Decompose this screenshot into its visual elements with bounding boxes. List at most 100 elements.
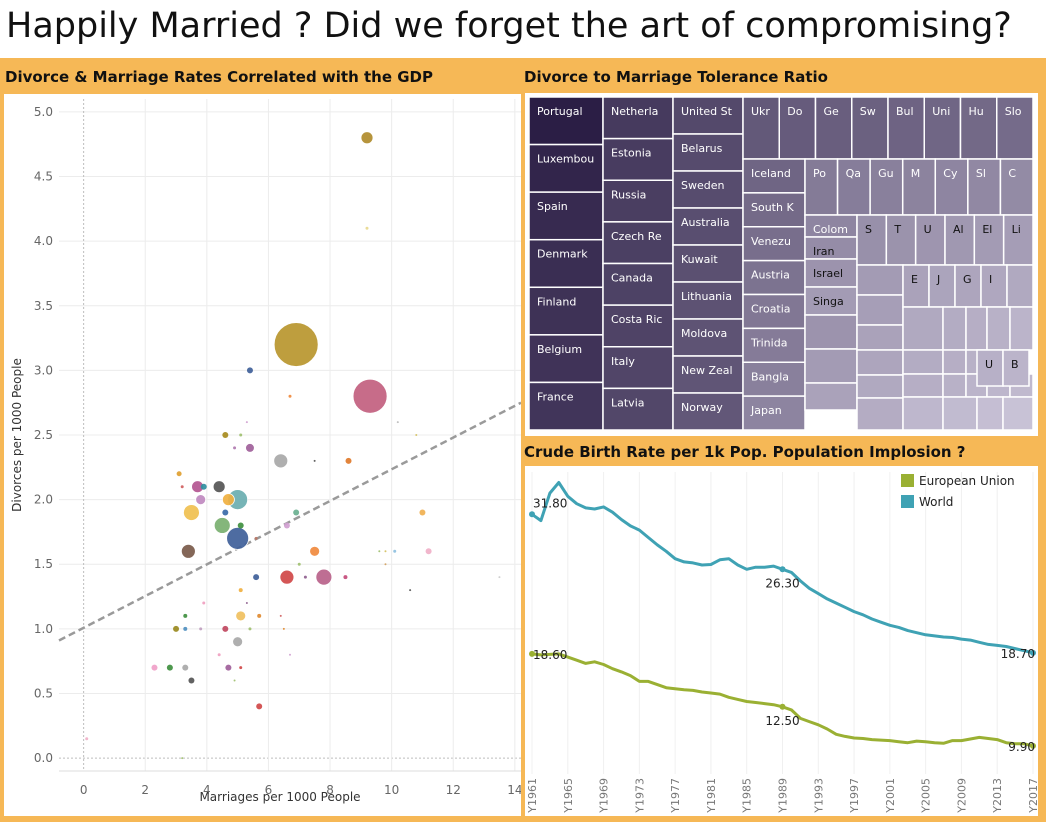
scatter-point[interactable] xyxy=(245,443,254,452)
scatter-point[interactable] xyxy=(221,493,235,507)
scatter-point[interactable] xyxy=(365,226,369,230)
scatter-point[interactable] xyxy=(288,394,292,398)
treemap-cell[interactable] xyxy=(856,294,904,326)
treemap-cell[interactable] xyxy=(602,304,674,348)
treemap-cell[interactable] xyxy=(856,349,904,376)
treemap-cell[interactable] xyxy=(1002,214,1034,266)
scatter-point[interactable] xyxy=(254,536,258,540)
scatter-point[interactable] xyxy=(313,459,316,462)
treemap-cell[interactable] xyxy=(602,221,674,265)
scatter-point[interactable] xyxy=(238,588,243,593)
treemap-cell[interactable] xyxy=(942,373,967,398)
scatter-point[interactable] xyxy=(217,653,221,657)
scatter-point[interactable] xyxy=(378,550,381,553)
treemap-cell[interactable] xyxy=(602,179,674,223)
scatter-point[interactable] xyxy=(393,549,397,553)
treemap-cell[interactable] xyxy=(1002,349,1030,387)
scatter-point[interactable] xyxy=(498,576,501,579)
scatter-point[interactable] xyxy=(180,485,184,489)
scatter-point[interactable] xyxy=(409,589,412,592)
scatter-point[interactable] xyxy=(233,446,237,450)
scatter-point[interactable] xyxy=(246,367,253,374)
scatter-point[interactable] xyxy=(183,504,200,521)
treemap-cell[interactable] xyxy=(856,264,904,296)
scatter-point[interactable] xyxy=(166,664,173,671)
scatter-point[interactable] xyxy=(245,602,248,604)
treemap-cell[interactable] xyxy=(602,346,674,390)
treemap-cell[interactable] xyxy=(976,396,1004,431)
scatter-point[interactable] xyxy=(282,627,285,630)
treemap-cell[interactable] xyxy=(742,259,806,296)
treemap-cell[interactable] xyxy=(856,374,904,399)
treemap-cell[interactable] xyxy=(742,395,806,431)
scatter-point[interactable] xyxy=(235,610,247,622)
treemap-cell[interactable] xyxy=(742,158,806,194)
scatter-point[interactable] xyxy=(183,613,188,618)
treemap-cell[interactable] xyxy=(954,264,982,308)
scatter-point[interactable] xyxy=(199,627,203,631)
point-marker[interactable] xyxy=(1030,649,1036,656)
scatter-point[interactable] xyxy=(253,574,260,581)
treemap-cell[interactable] xyxy=(1002,396,1034,431)
scatter-point[interactable] xyxy=(222,432,229,438)
point-marker[interactable] xyxy=(529,650,535,657)
scatter-point[interactable] xyxy=(293,509,300,516)
treemap-cell[interactable] xyxy=(672,355,744,394)
treemap-cell[interactable] xyxy=(901,158,937,216)
treemap-cell[interactable] xyxy=(856,397,904,431)
scatter-point[interactable] xyxy=(195,494,207,506)
treemap-cell[interactable] xyxy=(804,314,858,350)
treemap-cell[interactable] xyxy=(856,324,904,351)
scatter-chart[interactable]: 0.0 0.5 1.0 1.5 2.0 2.5 3.0 3.5 4.0 4.5 5.0 0 2 4 6 8 10… xyxy=(4,94,522,816)
scatter-point[interactable] xyxy=(345,457,352,464)
scatter-point[interactable] xyxy=(289,653,291,656)
treemap-cell[interactable] xyxy=(602,387,674,431)
treemap-cell[interactable] xyxy=(672,392,744,431)
scatter-point[interactable] xyxy=(233,679,236,682)
treemap-cell[interactable] xyxy=(887,96,925,160)
treemap-cell[interactable] xyxy=(804,382,858,411)
treemap-cell[interactable] xyxy=(976,349,1004,387)
treemap-cell[interactable] xyxy=(742,293,806,330)
scatter-point[interactable] xyxy=(352,378,388,414)
treemap-cell[interactable] xyxy=(965,306,988,351)
treemap-cell[interactable] xyxy=(902,264,930,308)
scatter-point[interactable] xyxy=(173,625,180,632)
point-marker[interactable] xyxy=(779,566,786,573)
scatter-point[interactable] xyxy=(200,483,207,490)
scatter-point[interactable] xyxy=(226,526,250,550)
scatter-point[interactable] xyxy=(384,563,387,566)
treemap-cell[interactable] xyxy=(528,238,604,289)
scatter-point[interactable] xyxy=(183,626,188,631)
scatter-point[interactable] xyxy=(256,703,263,710)
scatter-point[interactable] xyxy=(273,453,289,469)
treemap-cell[interactable] xyxy=(902,396,944,431)
scatter-point[interactable] xyxy=(181,757,184,760)
scatter-point[interactable] xyxy=(85,737,89,741)
treemap-cell[interactable] xyxy=(902,349,944,375)
scatter-point[interactable] xyxy=(273,322,319,367)
treemap-cell[interactable] xyxy=(836,158,871,216)
scatter-point[interactable] xyxy=(279,569,295,585)
scatter-point[interactable] xyxy=(415,434,418,436)
scatter-point[interactable] xyxy=(396,421,399,424)
treemap-cell[interactable] xyxy=(986,306,1011,351)
line-panel[interactable]: Y1961 Y1965 Y1969 Y1973 Y1977 Y1981 Y1985 Y1989… xyxy=(525,466,1040,816)
treemap-cell[interactable] xyxy=(672,281,744,320)
treemap-chart[interactable]: Portugal Luxembou Spain Denmark Finland Belgi… xyxy=(525,93,1038,436)
scatter-point[interactable] xyxy=(303,575,307,579)
scatter-point[interactable] xyxy=(384,550,387,553)
point-marker[interactable] xyxy=(1030,742,1036,749)
treemap-cell[interactable] xyxy=(1009,306,1034,351)
scatter-point[interactable] xyxy=(239,666,243,670)
treemap-cell[interactable] xyxy=(672,244,744,283)
scatter-panel[interactable]: 0.0 0.5 1.0 1.5 2.0 2.5 3.0 3.5 4.0 4.5 5.0 0 2 4 6 8 10… xyxy=(4,94,522,816)
scatter-point[interactable] xyxy=(151,664,158,671)
point-marker[interactable] xyxy=(779,703,786,710)
treemap-cell[interactable] xyxy=(1006,264,1034,308)
treemap-cell[interactable] xyxy=(999,158,1034,216)
scatter-point[interactable] xyxy=(248,627,252,631)
treemap-panel[interactable]: Portugal Luxembou Spain Denmark Finland Belgi… xyxy=(525,93,1038,436)
scatter-point[interactable] xyxy=(239,433,243,437)
treemap-cell[interactable] xyxy=(528,143,604,193)
